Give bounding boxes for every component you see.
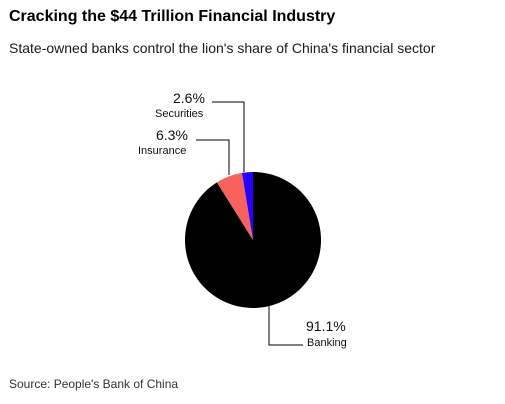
leader-line-banking — [268, 303, 303, 346]
pie-labels: 2.6% Securities 6.3% Insurance 91.1% Ban… — [138, 90, 347, 349]
slice-percent-banking: 91.1% — [306, 318, 346, 334]
slice-percent-securities: 2.6% — [173, 90, 205, 106]
pie-slices — [185, 172, 322, 309]
slice-percent-insurance: 6.3% — [156, 127, 188, 143]
pie-slice-securities — [241, 172, 253, 240]
leader-line-securities — [212, 101, 245, 172]
source-note: Source: People's Bank of China — [9, 377, 179, 391]
pie-slice-banking — [185, 172, 322, 309]
chart-title: Cracking the $44 Trillion Financial Indu… — [9, 8, 336, 25]
slice-label-securities: Securities — [155, 108, 204, 120]
slice-label-banking: Banking — [307, 337, 347, 349]
chart-subtitle: State-owned banks control the lion's sha… — [9, 40, 436, 56]
pie-slice-insurance — [216, 172, 253, 240]
slice-label-insurance: Insurance — [138, 145, 186, 157]
leader-line-insurance — [196, 139, 230, 175]
